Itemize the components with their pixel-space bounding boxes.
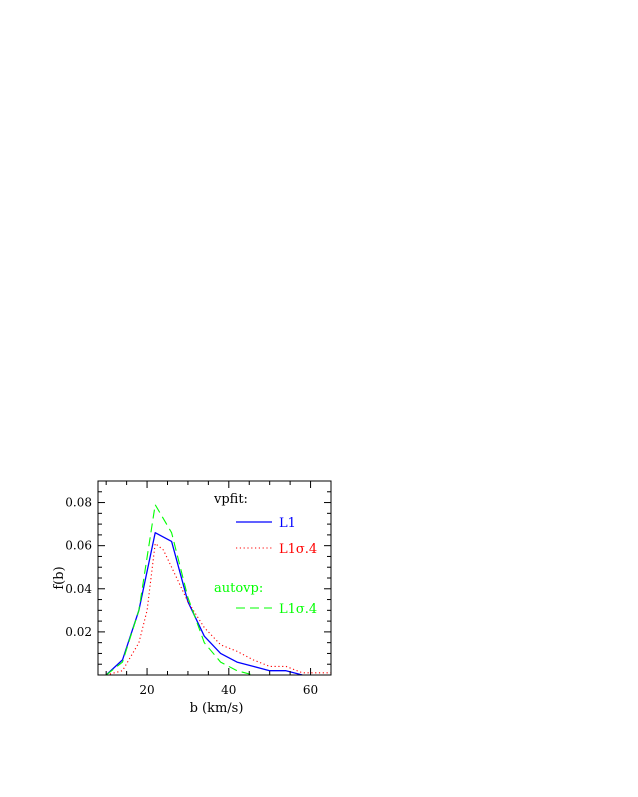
- x-tick-label: 60: [303, 683, 318, 697]
- axes-layer: 20 40 60 0.02 0.04 0.06 0.08 b (km/s) f(b): [52, 480, 332, 716]
- y-axis-label: f(b): [52, 566, 67, 589]
- series-line-autovp-2: [105, 504, 270, 675]
- y-tick-label: 0.04: [65, 582, 92, 596]
- plot-frame: [97, 480, 332, 676]
- legend-heading-vpfit: vpfit:: [213, 492, 248, 507]
- series-line-vpfit-0: [105, 532, 303, 675]
- legend-label-autovp-2: L1σ.4: [279, 602, 317, 617]
- data-layer: [105, 504, 331, 675]
- legend-heading-autovp: autovp:: [214, 581, 263, 596]
- legend: vpfit: autovp: L1 L1σ.4 L1σ.4: [213, 492, 317, 617]
- x-tick-label: 40: [221, 683, 236, 697]
- legend-label-vpfit-1: L1σ.4: [279, 542, 317, 557]
- y-tick-label: 0.02: [65, 625, 92, 639]
- legend-label-vpfit-0: L1: [279, 516, 296, 531]
- x-axis-label: b (km/s): [190, 701, 244, 716]
- series-lines: [105, 504, 331, 675]
- x-tick-label: 20: [139, 683, 154, 697]
- y-tick-label: 0.08: [65, 496, 92, 510]
- y-tick-label: 0.06: [65, 539, 92, 553]
